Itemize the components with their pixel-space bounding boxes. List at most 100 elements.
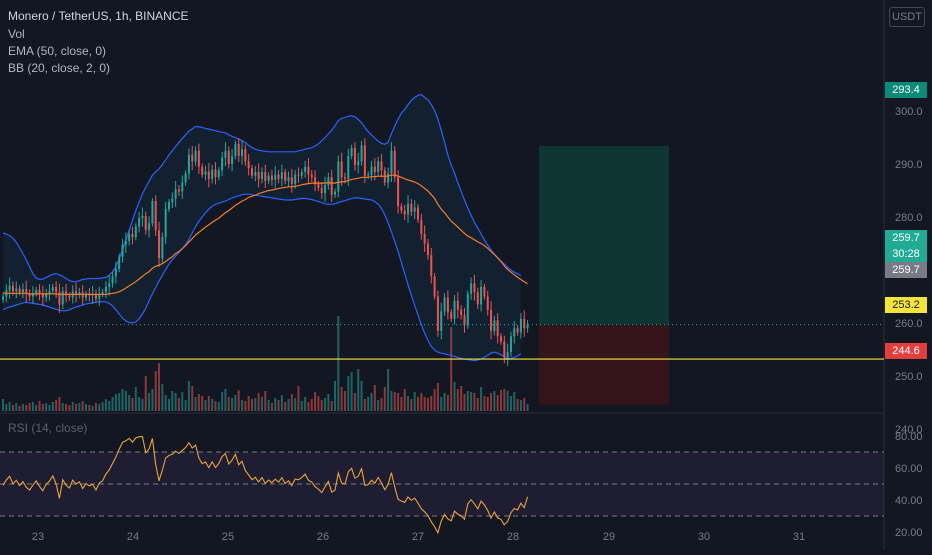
candle-body <box>277 174 280 179</box>
volume-bar <box>58 397 61 411</box>
volume-bar <box>184 400 187 411</box>
volume-bar <box>134 387 137 411</box>
candle-body <box>51 286 54 292</box>
candle-body <box>500 336 502 342</box>
candle-body <box>207 171 210 179</box>
volume-bar <box>48 405 51 411</box>
candle-body <box>430 255 433 277</box>
candle-body <box>347 156 350 179</box>
candle-body <box>483 286 486 297</box>
candle-body <box>523 318 526 329</box>
candle-body <box>373 166 376 172</box>
volume-bar <box>343 391 346 411</box>
volume-bar <box>486 397 489 411</box>
rsi-tick-label: 20.00 <box>895 527 923 539</box>
candle-body <box>177 189 180 192</box>
ema-path <box>2 174 528 295</box>
volume-bar <box>410 399 413 411</box>
candle-body <box>201 166 204 175</box>
volume-bar <box>177 398 180 411</box>
price-tick-label: 300.0 <box>895 106 923 118</box>
candle-body <box>21 289 24 293</box>
candle-body <box>244 149 247 162</box>
candle-body <box>221 157 224 171</box>
volume-bar <box>513 392 516 411</box>
time-tick-label: 29 <box>603 531 615 543</box>
candle-body <box>114 268 117 277</box>
volume-bar <box>151 389 154 411</box>
candle-body <box>181 182 184 192</box>
volume-bar <box>148 393 151 411</box>
candle-body <box>171 198 174 203</box>
candle-body <box>360 145 363 162</box>
volume-bar <box>55 400 58 411</box>
volume-bar <box>304 397 307 411</box>
candle-body <box>8 285 11 291</box>
candle-body <box>450 312 453 319</box>
volume-histogram <box>2 316 529 411</box>
candle-body <box>519 318 522 333</box>
candle-body <box>490 309 493 331</box>
candle-body <box>503 341 506 358</box>
bb-upper-line <box>2 93 522 283</box>
volume-bar <box>367 397 370 411</box>
candle-body <box>224 150 227 158</box>
candle-body <box>237 143 240 157</box>
candle-body <box>187 154 190 174</box>
candle-body <box>38 290 41 295</box>
volume-bar <box>440 397 443 411</box>
candle-body <box>131 233 134 238</box>
candle-body <box>111 276 114 284</box>
volume-bar <box>101 402 104 411</box>
volume-bar <box>383 387 386 411</box>
ema-legend[interactable]: EMA (50, close, 0) <box>8 44 107 58</box>
rsi-legend[interactable]: RSI (14, close) <box>8 421 88 435</box>
volume-bar <box>294 398 297 411</box>
volume-bar <box>310 399 313 411</box>
volume-bar <box>450 327 453 411</box>
volume-bar <box>174 393 177 411</box>
volume-bar <box>121 389 124 411</box>
volume-bar <box>254 398 257 411</box>
candle-body <box>393 150 396 178</box>
candle-body <box>423 233 426 244</box>
candle-body <box>294 174 297 185</box>
volume-bar <box>138 397 141 411</box>
volume-bar <box>85 404 87 411</box>
volume-bar <box>500 390 502 411</box>
candle-body <box>310 174 313 178</box>
volume-bar <box>420 393 423 411</box>
rsi-tick-label: 80.00 <box>895 431 923 443</box>
volume-bar <box>158 363 161 411</box>
candle-body <box>2 296 4 300</box>
bb-legend[interactable]: BB (20, close, 2, 0) <box>8 61 111 75</box>
volume-bar <box>18 406 21 411</box>
candle-body <box>486 296 489 310</box>
volume-bar <box>287 399 290 411</box>
volume-bar <box>390 391 393 411</box>
candle-body <box>493 320 496 331</box>
volume-bar <box>168 399 170 411</box>
candle-body <box>516 328 519 333</box>
volume-bar <box>470 392 473 411</box>
candle-body <box>456 300 459 310</box>
candle-body <box>108 283 111 287</box>
volume-bar <box>78 403 81 411</box>
rsi-line <box>2 435 529 535</box>
candle-body <box>184 173 187 183</box>
volume-bar <box>181 392 184 411</box>
candle-body <box>85 293 87 298</box>
candle-body <box>15 288 18 292</box>
volume-bar <box>300 401 303 411</box>
volume-bar <box>503 389 506 411</box>
currency-label[interactable]: USDT <box>889 7 925 27</box>
candle-body <box>217 170 220 178</box>
volume-legend[interactable]: Vol <box>8 27 25 41</box>
candle-body <box>367 174 370 176</box>
volume-bar <box>417 397 419 411</box>
candle-body <box>254 171 257 176</box>
candle-body <box>61 291 64 305</box>
volume-bar <box>314 392 317 411</box>
